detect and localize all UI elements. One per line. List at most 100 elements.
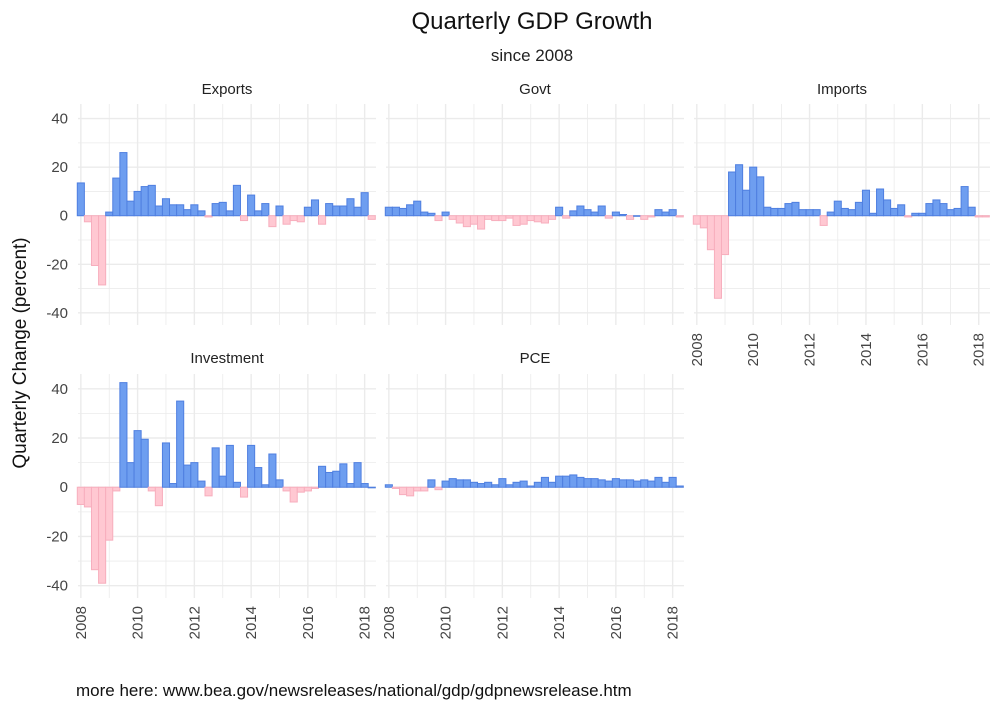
bar [318,215,327,225]
bar [533,215,542,223]
bar [332,205,341,217]
bar [897,204,906,217]
x-tick-label: 2014 [243,606,260,639]
bar [218,475,227,488]
bar [239,486,249,498]
bar [318,465,327,488]
bar [427,212,436,217]
x-tick-label: 2008 [689,333,706,366]
bar [197,210,206,217]
bar [798,209,807,217]
bar [692,215,701,225]
panel-investment: Investment -40 -20 0 20 40 2008 2010 2012 2014 201… [46,350,376,639]
bar [154,486,163,507]
bar [406,204,415,217]
chart-title: Quarterly GDP Growth [412,8,653,35]
bar [547,481,557,488]
panel-govt: Govt [384,81,684,325]
x-tick-label: 2012 [494,606,511,639]
panel-label: Investment [190,350,264,367]
bar [576,476,585,488]
bar [640,215,649,220]
panels-group: Exports -40 -20 0 20 40 Govt Imports 2008 2010 201… [46,81,990,639]
bar [854,201,863,217]
panel-imports: Imports 2008 2010 2012 2014 2016 2018 [689,81,990,366]
bar [583,209,592,217]
bar [590,211,599,217]
bar [604,480,613,488]
bar [310,199,320,217]
x-tick-label: 2016 [300,606,317,639]
bar [261,484,270,488]
bar [105,211,114,217]
bar [911,212,920,217]
bar [98,486,107,584]
bar [604,215,613,219]
x-tick-label: 2008 [73,606,90,639]
bar [742,189,751,217]
bar [161,442,171,488]
bar [83,215,92,223]
bar [519,480,528,488]
bar [204,215,213,218]
bar [434,215,443,222]
bar [76,486,85,505]
panel-pce: PCE 2008 2010 2012 2014 2016 2018 [381,350,684,639]
bar [633,480,642,488]
bar [654,209,663,217]
bar [353,462,362,488]
bar [569,210,578,217]
bar [427,479,436,488]
y-tick-label: 0 [60,208,68,225]
x-tick-label: 2010 [745,333,762,366]
bar [469,215,479,225]
bar [805,209,814,217]
bar [960,186,969,217]
bar [339,205,348,217]
bar [420,486,429,492]
bar [946,209,955,217]
bar [183,464,192,488]
x-tick-label: 2014 [551,606,568,639]
bar [90,486,100,571]
bar [675,485,684,488]
bar [254,467,263,488]
bar [668,209,677,217]
bar [126,200,135,217]
bar [325,203,334,217]
bar [275,205,284,217]
bar [533,481,542,488]
bar [282,215,291,225]
bar [668,476,677,488]
bar [254,210,263,217]
bar [339,463,348,488]
bar [413,486,422,492]
bar [360,192,369,217]
bar [974,215,983,218]
bar [777,207,786,217]
chart-subtitle: since 2008 [491,46,573,65]
bar [76,182,85,217]
bar [618,214,628,217]
bar [176,204,185,217]
bar [728,171,737,217]
bar [706,215,715,251]
bar [770,207,779,217]
bar [469,481,479,488]
x-tick-label: 2012 [186,606,203,639]
bar [647,480,656,488]
bar [925,203,934,217]
bar [626,479,635,488]
bar [633,215,642,217]
bar [391,206,400,217]
bar [154,205,163,217]
bar [640,479,649,488]
bar [505,484,514,488]
bar [477,215,486,230]
bar [498,215,507,222]
bar [190,462,199,488]
x-tick-label: 2012 [802,333,819,366]
bar [491,484,500,488]
bar [391,486,400,489]
